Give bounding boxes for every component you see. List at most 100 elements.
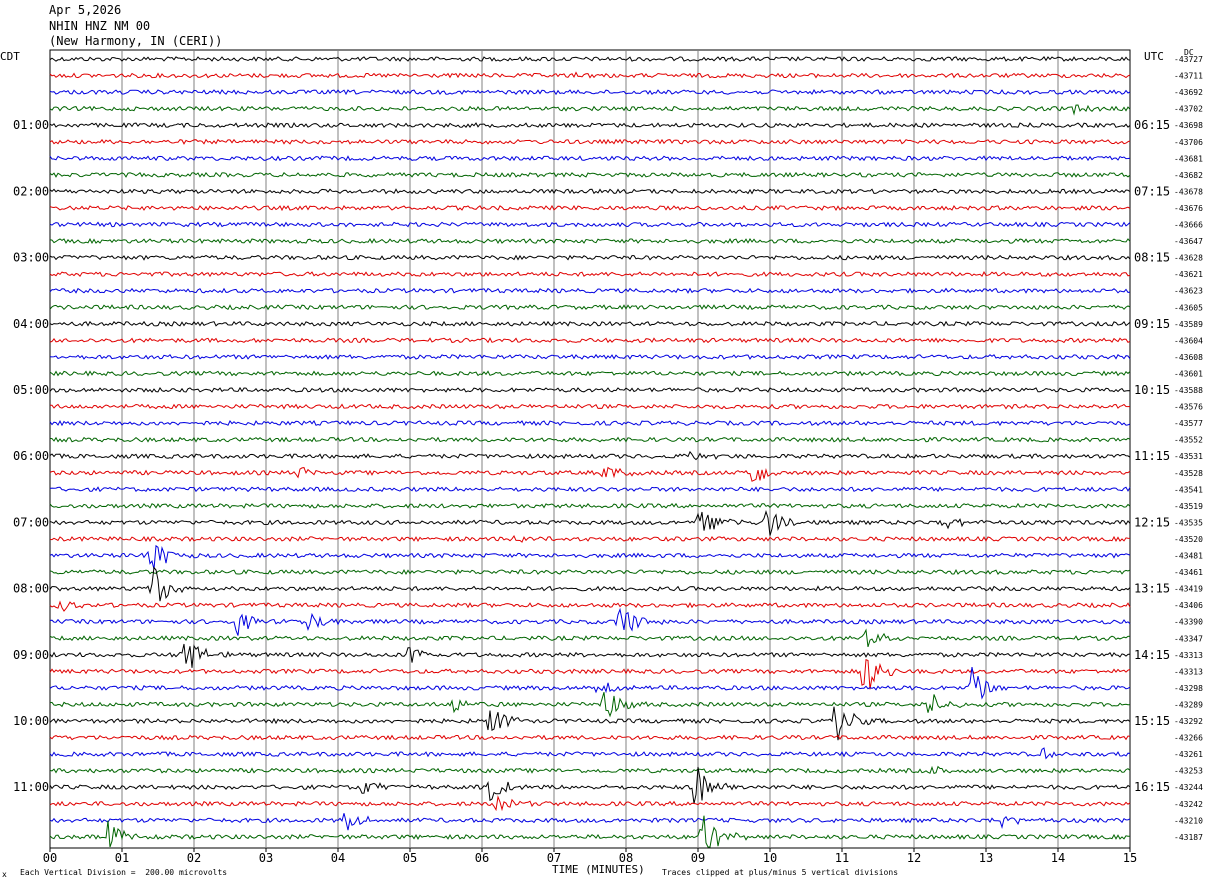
trace-line [49,734,1131,741]
trace-line [49,204,1131,212]
x-tick-label: 05 [403,851,417,865]
trace-line [49,658,1131,690]
dc-offset-label: -43623 [1174,287,1203,296]
dc-offset-label: -43678 [1174,187,1203,196]
dc-offset-label: -43298 [1174,684,1203,693]
trace-line [49,815,1131,848]
trace-line [49,88,1131,96]
trace-line [49,254,1131,261]
right-hour-label: 14:15 [1134,648,1170,662]
trace-line [49,692,1131,718]
dc-offset-label: -43531 [1174,452,1203,461]
trace-line [49,607,1131,636]
dc-offset-label: -43577 [1174,419,1203,428]
x-tick-label: 02 [187,851,201,865]
header-location: (New Harmony, IN (CERI)) [49,34,223,48]
dc-offset-label: -43601 [1174,369,1203,378]
dc-label: DC [1184,48,1194,57]
dc-offset-label: -43698 [1174,121,1203,130]
dc-offset-label: -43608 [1174,353,1203,362]
dc-offset-label: -43604 [1174,336,1203,345]
right-hour-label: 06:15 [1134,118,1170,132]
trace-line [49,667,1131,700]
trace-line [49,486,1131,493]
trace-line [49,188,1131,195]
x-tick-label: 07 [547,851,561,865]
dc-offset-label: -43666 [1174,221,1203,230]
left-timezone-label: CDT [0,50,20,63]
x-tick-label: 09 [691,851,705,865]
dc-offset-label: -43242 [1174,800,1203,809]
trace-line [49,370,1131,377]
trace-line [49,450,1131,461]
dc-offset-label: -43628 [1174,254,1203,263]
dc-offset-label: -43289 [1174,700,1203,709]
x-tick-label: 12 [907,851,921,865]
right-hour-label: 09:15 [1134,317,1170,331]
dc-offset-label: -43406 [1174,601,1203,610]
plot-grid: 00 01 02 03 04 05 06 07 08 09 10 11 12 13 14 15 [43,49,1137,865]
trace-group [49,56,1131,848]
trace-line [49,71,1131,79]
right-hour-label: 11:15 [1134,449,1170,463]
trace-line [49,304,1131,311]
trace-line [49,386,1131,394]
dc-offset-label: -43552 [1174,436,1203,445]
dc-offset-label: -43605 [1174,303,1203,312]
right-timezone-label: UTC [1144,50,1164,63]
trace-line [49,320,1131,327]
trace-line [49,765,1131,775]
trace-line [49,337,1131,344]
dc-offset-label: -43520 [1174,535,1203,544]
dc-offset-label: -43682 [1174,171,1203,180]
left-hour-label: 10:00 [13,714,49,728]
trace-line [49,628,1131,648]
dc-offset-label: -43711 [1174,72,1203,81]
left-hour-label: 09:00 [13,648,49,662]
right-hour-label: 13:15 [1134,582,1170,596]
dc-offset-label: -43576 [1174,403,1203,412]
trace-line [49,502,1131,509]
x-tick-label: 15 [1123,851,1137,865]
trace-line [49,238,1131,245]
x-tick-label: 13 [979,851,993,865]
trace-line [49,794,1131,812]
trace-line [49,600,1131,612]
trace-line [49,221,1131,228]
header-station: NHIN HNZ NM 00 [49,19,151,33]
dc-offset-label: -43253 [1174,767,1203,776]
left-hour-label: 03:00 [13,251,49,265]
dc-offset-label: -43692 [1174,88,1203,97]
trace-line [49,171,1131,178]
x-tick-label: 08 [619,851,633,865]
dc-offset-label: -43589 [1174,320,1203,329]
trace-line [49,813,1131,831]
right-hour-label: 07:15 [1134,184,1170,198]
dc-offset-label: -43187 [1174,833,1203,842]
trace-line [49,56,1131,62]
trace-line [49,535,1131,543]
right-hour-label: 16:15 [1134,780,1170,794]
left-hour-label: 01:00 [13,118,49,132]
left-hour-label: 07:00 [13,515,49,529]
trace-line [49,155,1131,162]
dc-offset-label: -43419 [1174,585,1203,594]
plot-frame [49,49,1131,849]
x-tick-label: 14 [1051,851,1065,865]
right-hour-label: 15:15 [1134,714,1170,728]
right-hour-label: 08:15 [1134,251,1170,265]
dc-offset-label: -43588 [1174,386,1203,395]
trace-line [49,419,1131,427]
dc-offset-label: -43481 [1174,552,1203,561]
x-tick-label: 01 [115,851,129,865]
right-hour-label: 12:15 [1134,515,1170,529]
dc-offset-label: -43292 [1174,717,1203,726]
dc-offset-label: -43535 [1174,518,1203,527]
trace-line [49,466,1131,482]
dc-offset-label: -43621 [1174,270,1203,279]
dc-offset-label: -43727 [1174,55,1203,64]
trace-line [49,569,1131,576]
dc-offset-label: -43347 [1174,634,1203,643]
scale-note: Each Vertical Division = 200.00 microvol… [20,868,228,877]
